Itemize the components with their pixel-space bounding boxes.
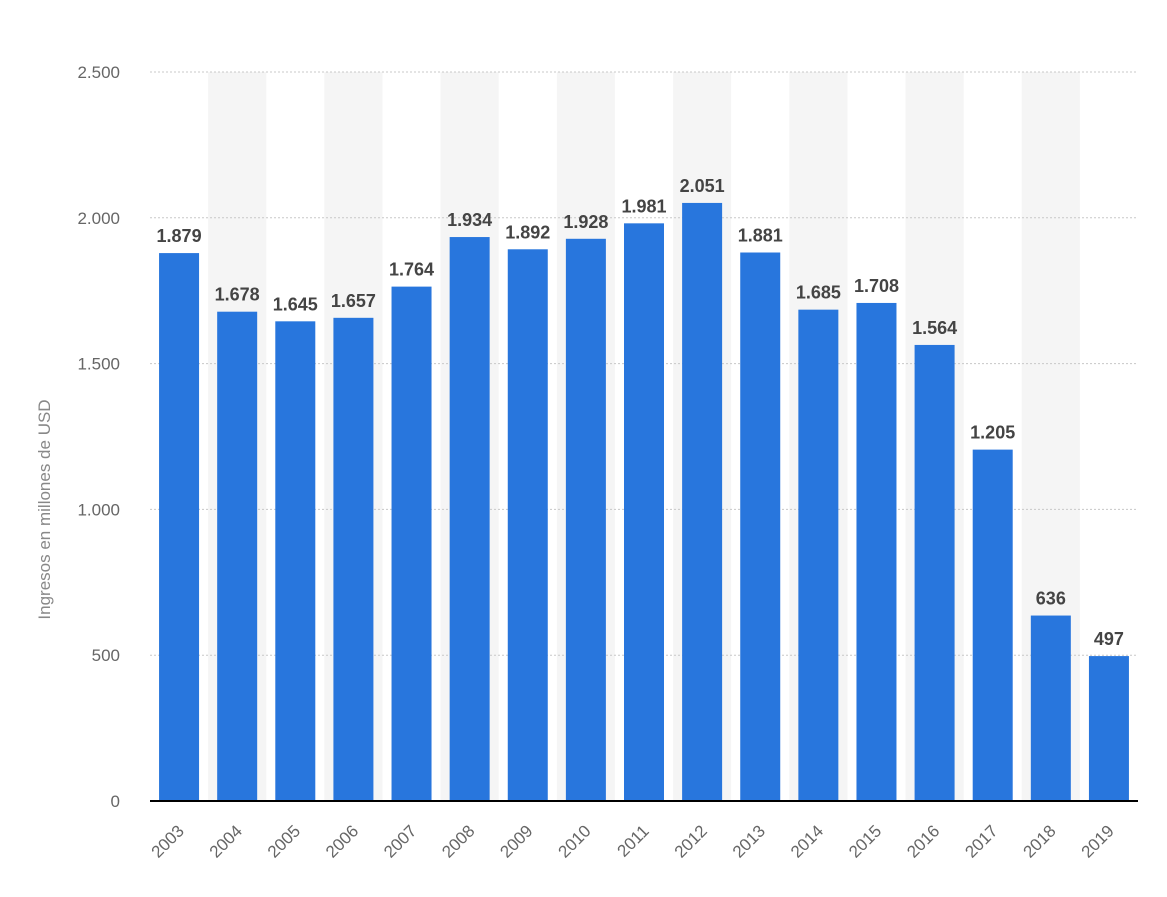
x-tick-label-2017: 2017 <box>961 821 1001 861</box>
value-label-2009: 1.892 <box>505 222 550 242</box>
y-tick-label: 1.500 <box>77 355 120 374</box>
value-label-2010: 1.928 <box>563 212 608 232</box>
bar-2006 <box>333 317 374 801</box>
y-axis-ticks: 0 500 1.000 1.500 2.000 2.500 <box>77 63 120 811</box>
bar-2011 <box>624 223 664 801</box>
bar-2018 <box>1030 615 1071 801</box>
bar-2016 <box>914 344 955 801</box>
bar-2009 <box>507 249 548 802</box>
y-tick-label: 500 <box>92 646 120 665</box>
value-label-2014: 1.685 <box>796 283 841 303</box>
value-label-2007: 1.764 <box>389 260 434 280</box>
bars <box>159 202 1129 802</box>
x-tick-label-2013: 2013 <box>729 821 769 861</box>
bar-2012 <box>682 202 723 801</box>
bar-2007 <box>391 286 432 801</box>
x-tick-label-2007: 2007 <box>380 821 420 861</box>
x-tick-label-2005: 2005 <box>264 821 304 861</box>
bar-2003 <box>159 253 200 801</box>
bar-2017 <box>972 449 1013 801</box>
x-tick-label-2010: 2010 <box>555 821 595 861</box>
x-axis-ticks: 2003 2004 2005 2006 2007 2008 2009 2010 2011 2012… <box>148 821 1118 861</box>
bar-2004 <box>217 311 258 801</box>
value-label-2016: 1.564 <box>912 318 957 338</box>
x-tick-label-2018: 2018 <box>1019 821 1059 861</box>
value-label-2005: 1.645 <box>273 294 318 314</box>
value-label-2017: 1.205 <box>970 423 1015 443</box>
bar-2019 <box>1088 656 1129 801</box>
value-label-2012: 2.051 <box>680 176 725 196</box>
x-tick-label-2012: 2012 <box>671 821 711 861</box>
value-labels: 1.879 1.678 1.645 1.657 1.764 1.934 1.892 1.928… <box>157 176 1124 649</box>
bar-2013 <box>740 252 781 802</box>
value-label-2008: 1.934 <box>447 210 492 230</box>
bar-2014 <box>798 309 839 801</box>
x-tick-label-2004: 2004 <box>206 821 246 861</box>
value-label-2019: 497 <box>1094 629 1124 649</box>
x-tick-label-2014: 2014 <box>787 821 827 861</box>
x-tick-label-2006: 2006 <box>322 821 362 861</box>
bar-2005 <box>275 321 316 801</box>
y-tick-label: 1.000 <box>77 500 120 519</box>
y-tick-label: 0 <box>111 792 120 811</box>
bar-2015 <box>856 302 897 801</box>
value-label-2004: 1.678 <box>215 285 260 305</box>
x-tick-label-2011: 2011 <box>614 821 653 860</box>
x-tick-label-2016: 2016 <box>903 821 943 861</box>
x-tick-label-2003: 2003 <box>148 821 188 861</box>
value-label-2011: 1.981 <box>621 196 666 216</box>
y-tick-label: 2.000 <box>77 209 120 228</box>
bar-2008 <box>449 237 490 801</box>
x-tick-label-2019: 2019 <box>1078 821 1118 861</box>
value-label-2015: 1.708 <box>854 276 899 296</box>
bar-2010 <box>565 238 606 802</box>
value-label-2006: 1.657 <box>331 291 376 311</box>
x-tick-label-2009: 2009 <box>496 821 536 861</box>
x-tick-label-2015: 2015 <box>845 821 885 861</box>
value-label-2013: 1.881 <box>738 226 783 246</box>
x-tick-label-2008: 2008 <box>438 821 478 861</box>
y-axis-label: Ingresos en millones de USD <box>35 399 54 619</box>
value-label-2018: 636 <box>1036 589 1066 609</box>
y-tick-label: 2.500 <box>77 63 120 82</box>
value-label-2003: 1.879 <box>157 226 202 246</box>
